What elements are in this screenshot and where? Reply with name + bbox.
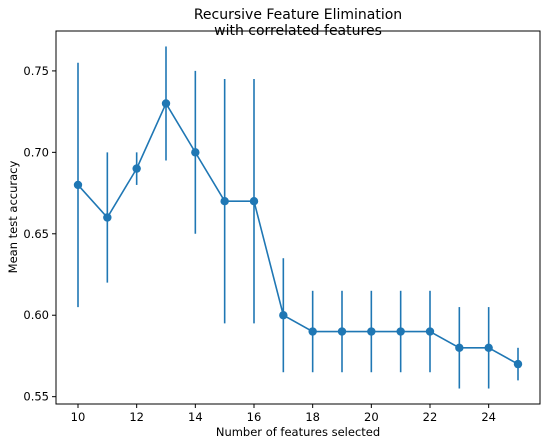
- x-tick-label: 10: [71, 410, 86, 424]
- plot-frame: [55, 30, 541, 405]
- x-tick-label: 24: [481, 410, 496, 424]
- data-point: [220, 197, 229, 206]
- data-point: [337, 327, 347, 336]
- y-tick-label: 0.55: [23, 390, 49, 404]
- data-point: [425, 327, 435, 336]
- x-tick-label: 12: [129, 410, 144, 424]
- data-point: [513, 359, 523, 369]
- plot-area: [73, 46, 523, 389]
- data-point: [455, 343, 464, 353]
- y-tick-label: 0.75: [23, 64, 49, 78]
- data-point: [103, 213, 112, 222]
- data-point: [367, 327, 376, 336]
- x-tick-label: 16: [247, 410, 262, 424]
- x-tick-label: 18: [305, 410, 320, 424]
- data-point: [396, 327, 405, 336]
- y-tick-label: 0.70: [23, 145, 49, 159]
- data-point: [161, 99, 171, 108]
- data-point: [484, 343, 493, 353]
- data-point: [308, 327, 317, 336]
- y-tick-label: 0.60: [23, 308, 49, 322]
- chart-title-line: Recursive Feature Elimination: [194, 7, 402, 23]
- data-point: [279, 311, 288, 320]
- data-point: [249, 197, 259, 206]
- x-axis-label: Number of features selected: [216, 425, 380, 439]
- data-point: [73, 180, 83, 190]
- x-tick-label: 22: [423, 410, 438, 424]
- x-tick-label: 20: [364, 410, 379, 424]
- series-line: [77, 101, 519, 365]
- data-point: [191, 148, 200, 157]
- x-tick-label: 14: [188, 410, 203, 424]
- data-point: [132, 164, 141, 173]
- y-tick-label: 0.65: [23, 227, 49, 241]
- chart-title: Recursive Feature Elimination with correl…: [194, 7, 402, 39]
- y-axis-label: Mean test accuracy: [6, 161, 20, 274]
